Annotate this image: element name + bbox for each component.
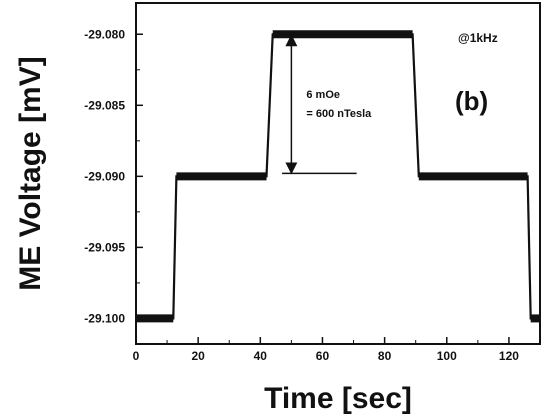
y-axis-title: ME Voltage [mV] (14, 56, 47, 290)
delta-field-label: 6 mOe (306, 89, 340, 101)
x-tick-label: 0 (133, 349, 140, 363)
delta-tesla-label: = 600 nTesla (306, 108, 372, 120)
y-tick-label: -29.100 (84, 311, 125, 325)
x-tick-label: 60 (316, 349, 330, 363)
y-tick-label: -29.085 (84, 98, 125, 112)
y-tick-label: -29.095 (84, 240, 125, 254)
y-tick-label: -29.080 (84, 27, 125, 41)
x-axis-title: Time [sec] (264, 382, 412, 415)
plot-frame (135, 2, 541, 345)
panel-label: (b) (455, 86, 488, 116)
x-tick-label: 20 (191, 349, 205, 363)
x-tick-label: 40 (254, 349, 268, 363)
frequency-label: @1kHz (458, 31, 498, 45)
y-tick-label: -29.090 (84, 169, 125, 183)
x-tick-label: 80 (378, 349, 392, 363)
x-tick-label: 120 (499, 349, 519, 363)
x-tick-label: 100 (437, 349, 457, 363)
